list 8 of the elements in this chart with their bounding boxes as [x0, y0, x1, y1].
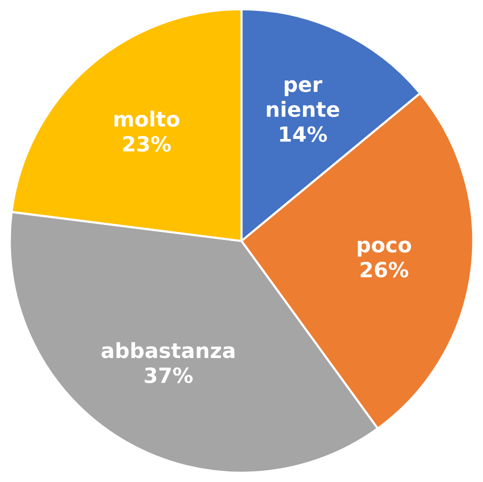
slice-label: molto [114, 110, 180, 127]
data-label: 23% [123, 136, 171, 152]
slice-label: abbastanza [102, 342, 234, 358]
data-label: 26% [360, 262, 408, 278]
data-label: 14% [280, 126, 327, 142]
slice-label: poco [358, 240, 412, 257]
slice-label: per niente [266, 80, 340, 118]
data-label: 37% [144, 367, 193, 384]
